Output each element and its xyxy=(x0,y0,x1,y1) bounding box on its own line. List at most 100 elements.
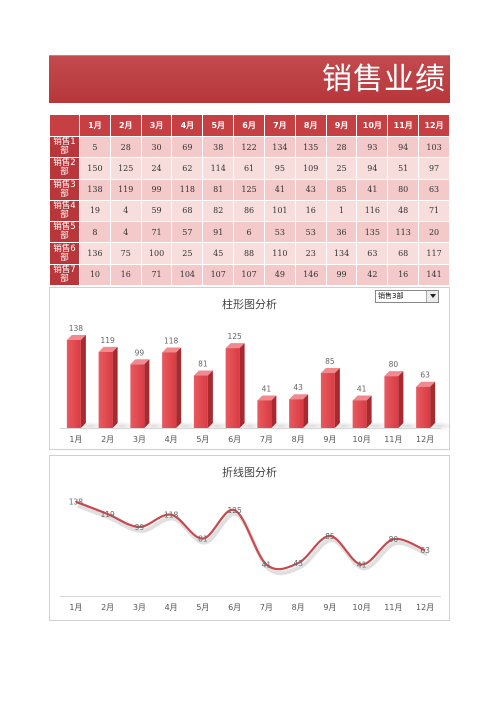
bar-side xyxy=(80,334,86,428)
sales-value-cell: 30 xyxy=(140,135,173,159)
sales-value-cell: 63 xyxy=(418,178,450,201)
x-tick-label: 11月 xyxy=(384,603,402,612)
sales-value-cell: 28 xyxy=(109,135,142,159)
bar-value-label: 63 xyxy=(420,371,430,380)
sales-value-cell: 57 xyxy=(171,221,204,244)
sales-value-cell: 104 xyxy=(171,263,204,287)
sales-value-cell: 68 xyxy=(387,242,420,265)
line-value-label: 85 xyxy=(325,532,335,541)
line-chart-panel: 折线图分析 138 1月 119 2月 99 3月 118 4月 81 5月 125 6月 41 7月 43… xyxy=(49,455,450,621)
x-tick-label: 3月 xyxy=(133,603,146,612)
department-select[interactable]: 销售3部 xyxy=(375,290,439,303)
sales-value-cell: 62 xyxy=(171,157,204,180)
sales-value-cell: 114 xyxy=(202,157,235,180)
bar-value-label: 119 xyxy=(100,336,115,345)
sales-value-cell: 150 xyxy=(79,157,111,180)
sales-value-cell: 24 xyxy=(140,157,173,180)
bar-8月 xyxy=(289,399,304,428)
sales-value-cell: 93 xyxy=(356,135,389,159)
sales-value-cell: 95 xyxy=(263,157,296,180)
line-value-label: 43 xyxy=(293,559,303,568)
sales-value-cell: 99 xyxy=(325,263,358,287)
bar-top xyxy=(162,347,182,353)
bar-11月 xyxy=(384,376,399,428)
sales-value-cell: 122 xyxy=(233,135,265,159)
line-value-label: 119 xyxy=(100,510,115,519)
sales-value-cell: 25 xyxy=(325,157,358,180)
x-tick-label: 2月 xyxy=(101,435,114,444)
table-row: 销售1部 5 28 30 69 38 122 134 135 28 93 94 103 xyxy=(49,135,450,159)
x-tick-label: 8月 xyxy=(292,435,305,444)
x-tick-label: 4月 xyxy=(165,435,178,444)
department-label: 销售2部 xyxy=(49,157,80,180)
sales-value-cell: 6 xyxy=(233,221,265,244)
sales-value-cell: 45 xyxy=(202,242,235,265)
bar-3月 xyxy=(130,364,145,428)
table-row: 销售7部 10 16 71 104 107 107 49 146 99 42 16 141 xyxy=(49,263,450,287)
bar-6月 xyxy=(225,348,240,428)
sales-value-cell: 134 xyxy=(325,242,358,265)
sales-value-cell: 103 xyxy=(418,135,450,159)
sales-value-cell: 59 xyxy=(140,199,173,223)
bar-2月 xyxy=(98,351,113,428)
sales-value-cell: 134 xyxy=(263,135,296,159)
bar-value-label: 118 xyxy=(164,336,179,345)
chevron-down-icon[interactable] xyxy=(426,291,438,302)
bar-top xyxy=(193,370,213,376)
x-tick-label: 2月 xyxy=(101,603,114,612)
month-header: 5月 xyxy=(202,114,235,137)
x-tick-label: 3月 xyxy=(133,435,146,444)
bar-side xyxy=(271,395,277,428)
bar-chart-panel: 柱形图分析 销售3部 138 1月 119 2月 99 3月 118 4月 81 5月 125 6月 4… xyxy=(49,287,451,450)
x-tick-label: 6月 xyxy=(228,603,241,612)
sales-value-cell: 138 xyxy=(79,178,111,201)
sales-value-cell: 97 xyxy=(418,157,450,180)
sales-value-cell: 110 xyxy=(263,242,296,265)
bar-top xyxy=(66,334,86,340)
sales-value-cell: 125 xyxy=(233,178,265,201)
x-tick-label: 6月 xyxy=(228,435,241,444)
month-header: 1月 xyxy=(79,114,111,137)
bar-top xyxy=(257,395,277,401)
sales-value-cell: 146 xyxy=(294,263,327,287)
bar-chart: 138 1月 119 2月 99 3月 118 4月 81 5月 125 6月 41 7月 43 8月 85 9月… xyxy=(60,324,451,444)
x-tick-label: 12月 xyxy=(416,603,434,612)
sales-value-cell: 107 xyxy=(233,263,265,287)
sales-value-cell: 28 xyxy=(325,135,358,159)
sales-table: 1月 2月 3月 4月 5月 6月 7月 8月 9月 10月 11月 12月 销售1部 5 28 30 69 3… xyxy=(49,114,450,287)
bar-value-label: 41 xyxy=(262,384,272,393)
bar-top xyxy=(98,346,118,352)
x-tick-label: 5月 xyxy=(196,435,209,444)
x-tick-label: 5月 xyxy=(196,603,209,612)
bar-side xyxy=(144,359,150,428)
bar-side xyxy=(303,394,309,428)
month-header: 4月 xyxy=(171,114,204,137)
sales-value-cell: 119 xyxy=(109,178,142,201)
department-label: 销售6部 xyxy=(49,242,80,265)
table-row: 销售4部 19 4 59 68 82 86 101 16 1 116 48 71 xyxy=(49,199,450,223)
sales-value-cell: 5 xyxy=(79,135,111,159)
table-row: 销售3部 138 119 99 118 81 125 41 43 85 41 80 63 xyxy=(49,178,450,201)
page-title: 销售业绩 xyxy=(322,62,446,97)
bar-4月 xyxy=(162,352,177,428)
sales-value-cell: 36 xyxy=(325,221,358,244)
table-header-row: 1月 2月 3月 4月 5月 6月 7月 8月 9月 10月 11月 12月 xyxy=(49,114,450,137)
table-corner-cell xyxy=(49,114,80,137)
sales-value-cell: 61 xyxy=(233,157,265,180)
sales-value-cell: 94 xyxy=(356,157,389,180)
sales-value-cell: 16 xyxy=(109,263,142,287)
bar-side xyxy=(366,395,372,428)
department-label: 销售1部 xyxy=(49,135,80,159)
bar-top xyxy=(384,371,404,377)
sales-value-cell: 48 xyxy=(387,199,420,223)
bar-side xyxy=(112,346,118,428)
bar-side xyxy=(239,343,245,428)
line-value-label: 63 xyxy=(420,546,430,555)
sales-value-cell: 51 xyxy=(387,157,420,180)
month-header: 6月 xyxy=(233,114,265,137)
sales-value-cell: 99 xyxy=(140,178,173,201)
bar-top xyxy=(352,395,372,401)
bar-7月 xyxy=(257,400,272,428)
x-tick-label: 7月 xyxy=(260,603,273,612)
bar-chart-title: 柱形图分析 xyxy=(222,298,277,311)
